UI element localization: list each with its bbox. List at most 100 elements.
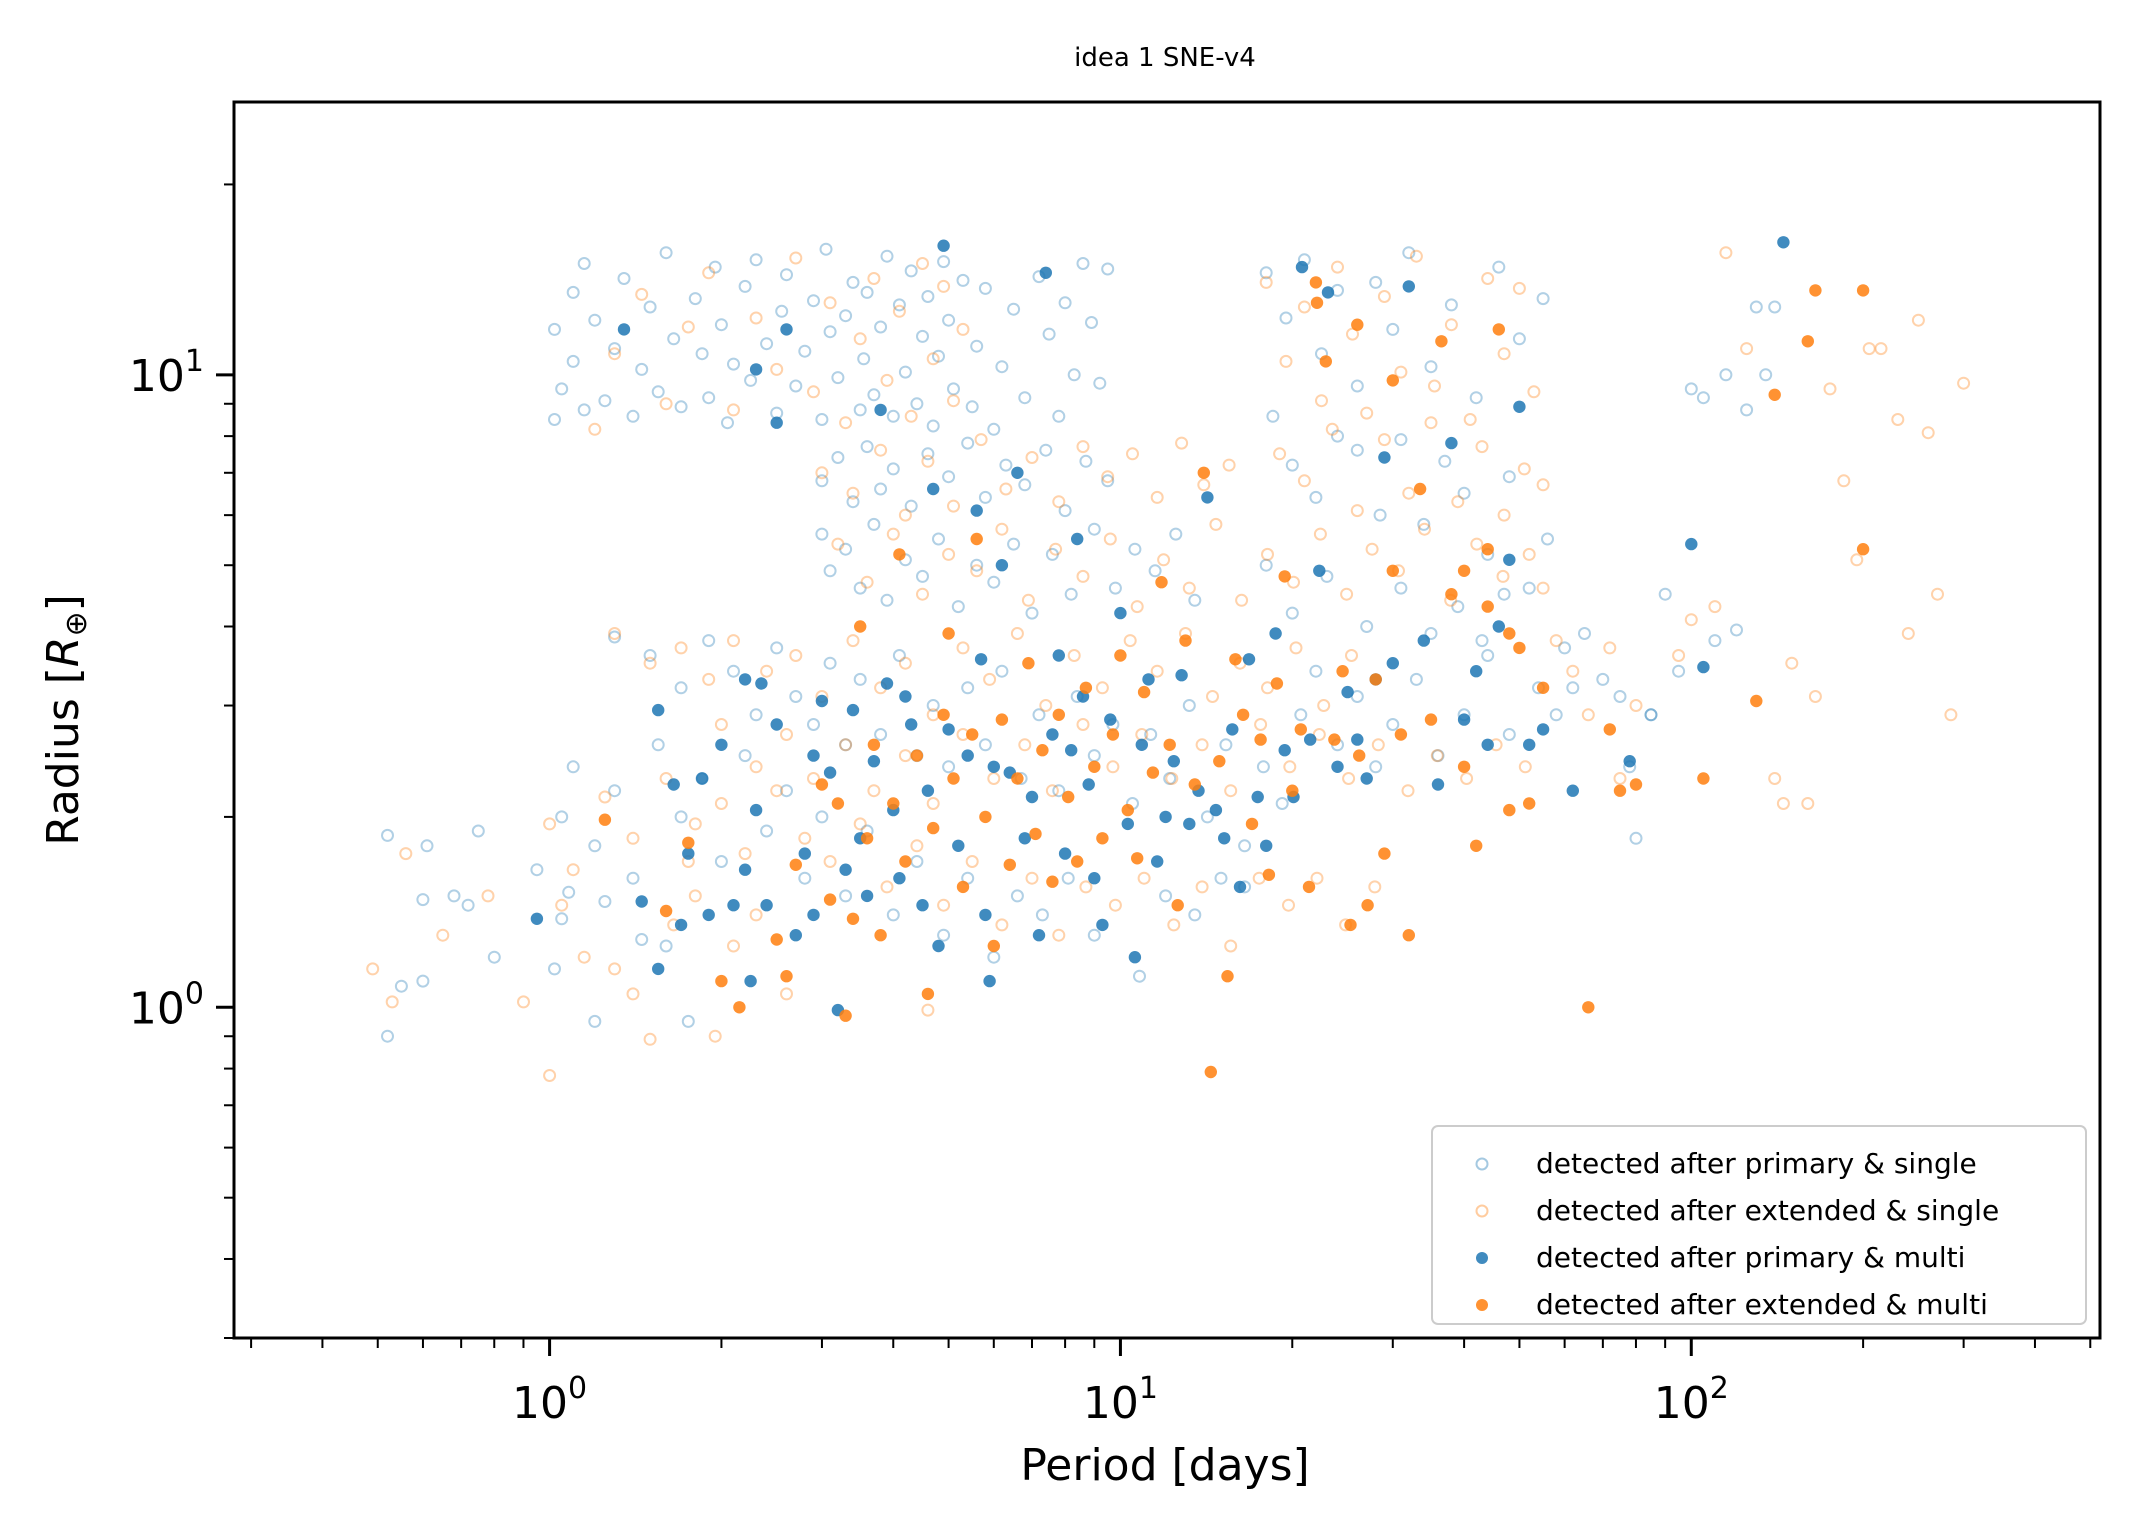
data-point (416, 974, 430, 988)
data-point (688, 889, 702, 903)
data-point (702, 266, 716, 280)
data-point (1251, 790, 1264, 804)
data-point (867, 517, 881, 531)
data-point (987, 939, 1000, 953)
data-point (978, 738, 992, 752)
data-point (1142, 673, 1155, 686)
data-point (1377, 433, 1391, 447)
data-point (1195, 738, 1209, 752)
data-point (916, 587, 929, 601)
data-point (1106, 760, 1120, 774)
data-point (617, 323, 631, 336)
data-point (970, 339, 984, 353)
data-point (1431, 749, 1445, 763)
data-point (1481, 272, 1495, 285)
data-point (1684, 613, 1698, 627)
data-point (1052, 409, 1066, 423)
data-point (947, 772, 960, 785)
data-point (608, 627, 622, 640)
data-point (1413, 482, 1427, 496)
data-point (1079, 681, 1093, 694)
data-point (1837, 474, 1851, 488)
data-point (1032, 929, 1046, 942)
data-point (394, 979, 408, 993)
data-point (1417, 634, 1431, 647)
data-point (956, 880, 970, 894)
data-point (942, 313, 956, 327)
data-point (1850, 553, 1864, 567)
data-point (807, 718, 820, 731)
data-point (1360, 772, 1373, 785)
data-point (965, 400, 979, 414)
data-point (1629, 778, 1643, 791)
data-point (921, 784, 935, 797)
data-point (1719, 246, 1733, 260)
data-point (1431, 778, 1445, 791)
data-point (978, 281, 992, 295)
data-point (970, 564, 984, 578)
legend-label: detected after extended & single (1536, 1194, 1999, 1227)
data-point (853, 332, 867, 346)
data-point (1025, 451, 1039, 464)
data-point (715, 738, 728, 751)
data-point (770, 641, 784, 655)
data-point (420, 839, 434, 853)
data-point (555, 382, 569, 396)
data-point (1536, 292, 1550, 306)
data-point (921, 454, 935, 468)
data-point (1045, 547, 1059, 561)
data-point (1121, 803, 1135, 817)
data-point (1536, 478, 1550, 492)
data-point (798, 871, 812, 885)
data-point (1409, 672, 1423, 686)
data-point (1007, 302, 1021, 316)
data-point (1823, 382, 1837, 396)
data-point (1351, 318, 1364, 331)
data-point (905, 718, 918, 731)
x-axis-label: Period [days] (1020, 1440, 1309, 1491)
data-point (1214, 871, 1228, 885)
data-point (1032, 708, 1046, 722)
data-point (1331, 760, 1344, 773)
data-point (1226, 723, 1239, 736)
data-point (1457, 564, 1471, 577)
data-point (577, 403, 591, 417)
data-point (1740, 342, 1754, 356)
data-point (577, 950, 591, 964)
data-point (1469, 391, 1483, 405)
data-point (1470, 839, 1483, 852)
data-point (1684, 382, 1698, 396)
data-point (951, 600, 965, 614)
data-point (1093, 376, 1107, 390)
data-point (893, 548, 906, 561)
data-point (1137, 871, 1151, 885)
data-point (1133, 969, 1146, 983)
data-point (708, 1029, 722, 1043)
data-point (1342, 772, 1356, 785)
data-point (1481, 649, 1495, 662)
data-point (860, 440, 874, 454)
data-point (1328, 733, 1341, 746)
data-point (530, 863, 544, 877)
data-point (1394, 728, 1408, 741)
data-point (1394, 433, 1408, 447)
data-point (798, 847, 811, 860)
data-point (1685, 537, 1698, 551)
data-point (1309, 276, 1323, 289)
data-point (987, 422, 1001, 436)
data-point (1175, 669, 1188, 682)
data-point (910, 749, 924, 762)
data-point (995, 559, 1009, 572)
data-point (674, 681, 688, 695)
data-point (1270, 677, 1284, 690)
data-point (1944, 708, 1958, 722)
data-point (823, 325, 837, 339)
data-point (831, 371, 845, 385)
data-point (1052, 784, 1066, 798)
plot-frame (232, 100, 2102, 1340)
y-label-close: ] (38, 594, 89, 611)
data-point (1279, 311, 1293, 325)
data-point (987, 772, 1001, 785)
data-point (381, 1029, 394, 1043)
